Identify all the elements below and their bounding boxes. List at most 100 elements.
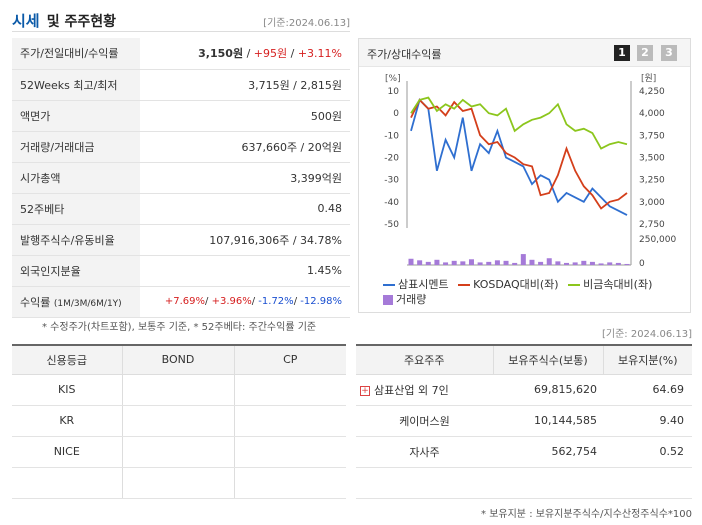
volume-bar [555, 261, 561, 265]
table-row: 시가총액 3,399억원 [12, 162, 350, 194]
stat-value: +7.69%/ +3.96%/ -1.72%/ -12.98% [140, 286, 350, 318]
bond-cell [121, 436, 234, 468]
holder-pct-cell: 64.69 [603, 374, 692, 406]
volume-bar [477, 262, 483, 265]
cp-cell [233, 436, 346, 468]
volume-bar [589, 261, 595, 265]
chart-page-3-button[interactable]: 3 [661, 45, 677, 61]
chart-header: 주가/상대수익률 1 2 3 [359, 39, 690, 67]
bond-cell [121, 374, 234, 406]
holder-pct-cell: 0.52 [603, 436, 692, 468]
legend-item-s3: 비금속대비(좌) [568, 278, 652, 291]
table-row: 52주베타 0.48 [12, 193, 350, 225]
right-tick-label: 4,000 [639, 109, 665, 119]
volume-tick-label: 0 [639, 259, 645, 269]
table-header-row: 신용등급 BOND CP [12, 344, 346, 375]
holder-footnote: * 보유지분 : 보유지분주식수/지수산정주식수*100 [481, 509, 692, 520]
return-1m: +7.69% [164, 296, 206, 307]
chart-page-2-button[interactable]: 2 [637, 45, 653, 61]
price-rate: +3.11% [297, 47, 342, 61]
right-tick-label: 3,500 [639, 154, 665, 164]
table-row: KR [12, 405, 346, 437]
volume-bar [598, 263, 604, 265]
volume-bar [624, 263, 630, 265]
chart-page-1-button[interactable]: 1 [614, 45, 630, 61]
price-change: +95원 [253, 47, 288, 61]
volume-bar [503, 260, 509, 265]
left-tick-label: 10 [388, 87, 400, 97]
left-unit-label: [%] [385, 74, 401, 84]
return-6m: -1.72% [258, 296, 294, 307]
expand-plus-icon[interactable]: + [360, 385, 370, 396]
right-tick-label: 2,750 [639, 220, 665, 230]
table-row: 52Weeks 최고/최저 3,715원 / 2,815원 [12, 69, 350, 101]
section-subtitle: 및 주주현황 [46, 14, 116, 30]
stat-label: 외국인지분율 [12, 255, 140, 287]
stat-label: 거래량/거래대금 [12, 131, 140, 163]
right-tick-label: 3,000 [639, 198, 665, 208]
stat-value: 107,916,306주 / 34.78% [140, 224, 350, 256]
stat-label: 발행주식수/유동비율 [12, 224, 140, 256]
holder-shares-cell: 69,815,620 [493, 374, 603, 406]
table-row: 액면가 500원 [12, 100, 350, 132]
stat-label: 52Weeks 최고/최저 [12, 69, 140, 101]
current-price: 3,150원 [198, 47, 244, 61]
section-title: 시세 [12, 12, 40, 30]
volume-tick-label: 250,000 [639, 235, 676, 245]
column-header: CP [233, 344, 346, 375]
holder-shares-cell: 562,754 [493, 436, 603, 468]
volume-bar [546, 258, 552, 265]
cp-cell [233, 467, 346, 499]
left-tick-label: -40 [384, 198, 399, 208]
bond-cell [121, 467, 234, 499]
legend-swatch-s1 [383, 284, 395, 286]
left-tick-label: -20 [384, 154, 399, 164]
agency-cell: KIS [12, 374, 122, 406]
chart-legend: 삼표시멘트 KOSDAQ대비(좌) 비금속대비(좌) 거래량 [383, 277, 683, 307]
table-row: 거래량/거래대금 637,660주 / 20억원 [12, 131, 350, 163]
table-row: NICE [12, 436, 346, 468]
table-row: 케이머스원 10,144,585 9.40 [356, 405, 692, 437]
table-row [356, 467, 692, 499]
stat-label: 수익률 (1M/3M/6M/1Y) [12, 286, 140, 318]
stat-value: 500원 [140, 100, 350, 132]
stat-value: 3,715원 / 2,815원 [140, 69, 350, 101]
legend-swatch-s3 [568, 284, 581, 286]
stat-label: 52주베타 [12, 193, 140, 225]
volume-bar [564, 262, 570, 265]
volume-bar [468, 259, 474, 265]
holder-name-cell: 케이머스원 [356, 405, 493, 437]
series-line-2 [410, 98, 628, 210]
volume-bar [460, 261, 466, 265]
volume-bar [581, 260, 587, 265]
credit-rating-table: 신용등급 BOND CP KIS KR NICE [12, 344, 346, 499]
table-row: + 삼표산업 외 7인 69,815,620 64.69 [356, 374, 692, 406]
volume-bar [425, 261, 431, 265]
table-row: 발행주식수/유동비율 107,916,306주 / 34.78% [12, 224, 350, 256]
holder-shares-cell: 10,144,585 [493, 405, 603, 437]
return-1y: -12.98% [300, 296, 342, 307]
section-header: 시세 및 주주현황 [기준:2024.06.13] [12, 10, 350, 32]
bond-cell [121, 405, 234, 437]
agency-cell: NICE [12, 436, 122, 468]
right-tick-label: 3,250 [639, 176, 665, 186]
return-3m: +3.96% [211, 296, 252, 307]
major-shareholders-table: 주요주주 보유주식수(보통) 보유지분(%) + 삼표산업 외 7인 69,815… [356, 344, 692, 499]
volume-bar [512, 262, 518, 265]
holder-asof: [기준: 2024.06.13] [601, 329, 692, 340]
legend-item-volume: 거래량 [383, 293, 426, 306]
legend-item-s2: KOSDAQ대비(좌) [458, 278, 559, 291]
stat-value: 0.48 [140, 193, 350, 225]
volume-bar [443, 262, 449, 265]
stat-value: 1.45% [140, 255, 350, 287]
holder-name-cell [356, 467, 493, 499]
right-unit-label: [원] [641, 73, 656, 84]
holder-pct-cell: 9.40 [603, 405, 692, 437]
chart-title: 주가/상대수익률 [367, 48, 442, 61]
volume-bar [408, 258, 414, 265]
volume-bar [434, 259, 440, 265]
column-header: 보유지분(%) [602, 344, 692, 375]
agency-cell: KR [12, 405, 122, 437]
table-row: 수익률 (1M/3M/6M/1Y) +7.69%/ +3.96%/ -1.72%… [12, 286, 350, 318]
volume-bar [538, 261, 544, 265]
